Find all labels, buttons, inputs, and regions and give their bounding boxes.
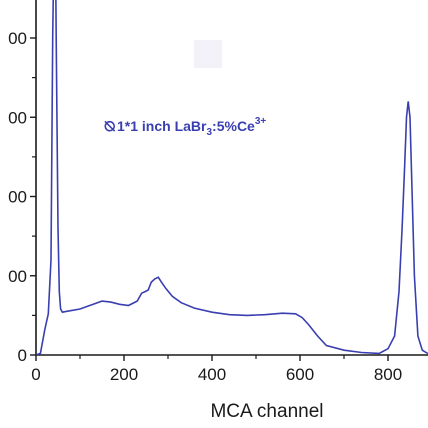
x-axis: 0 200 400 600 800 <box>31 354 428 384</box>
x-tick-label: 400 <box>198 365 226 384</box>
crossed-circle-icon: ⦰ <box>104 118 116 134</box>
y-tick-label: 00 <box>8 29 27 48</box>
y-tick-label: 00 <box>8 267 27 286</box>
annotation-highlight <box>194 40 222 68</box>
annotation: ⦰ 1*1 inch LaBr3:5%Ce3+ <box>104 116 266 138</box>
annotation-text: 1*1 inch LaBr3:5%Ce3+ <box>117 116 266 138</box>
y-tick-label: 00 <box>8 108 27 127</box>
x-tick-label: 200 <box>110 365 138 384</box>
x-tick-label: 800 <box>374 365 402 384</box>
x-tick-label: 0 <box>31 365 40 384</box>
x-axis-label: MCA channel <box>210 401 323 422</box>
y-tick-label: 00 <box>8 188 27 207</box>
y-tick-label: 0 <box>18 346 27 365</box>
series-line-spectrum <box>36 0 428 355</box>
x-tick-label: 600 <box>286 365 314 384</box>
